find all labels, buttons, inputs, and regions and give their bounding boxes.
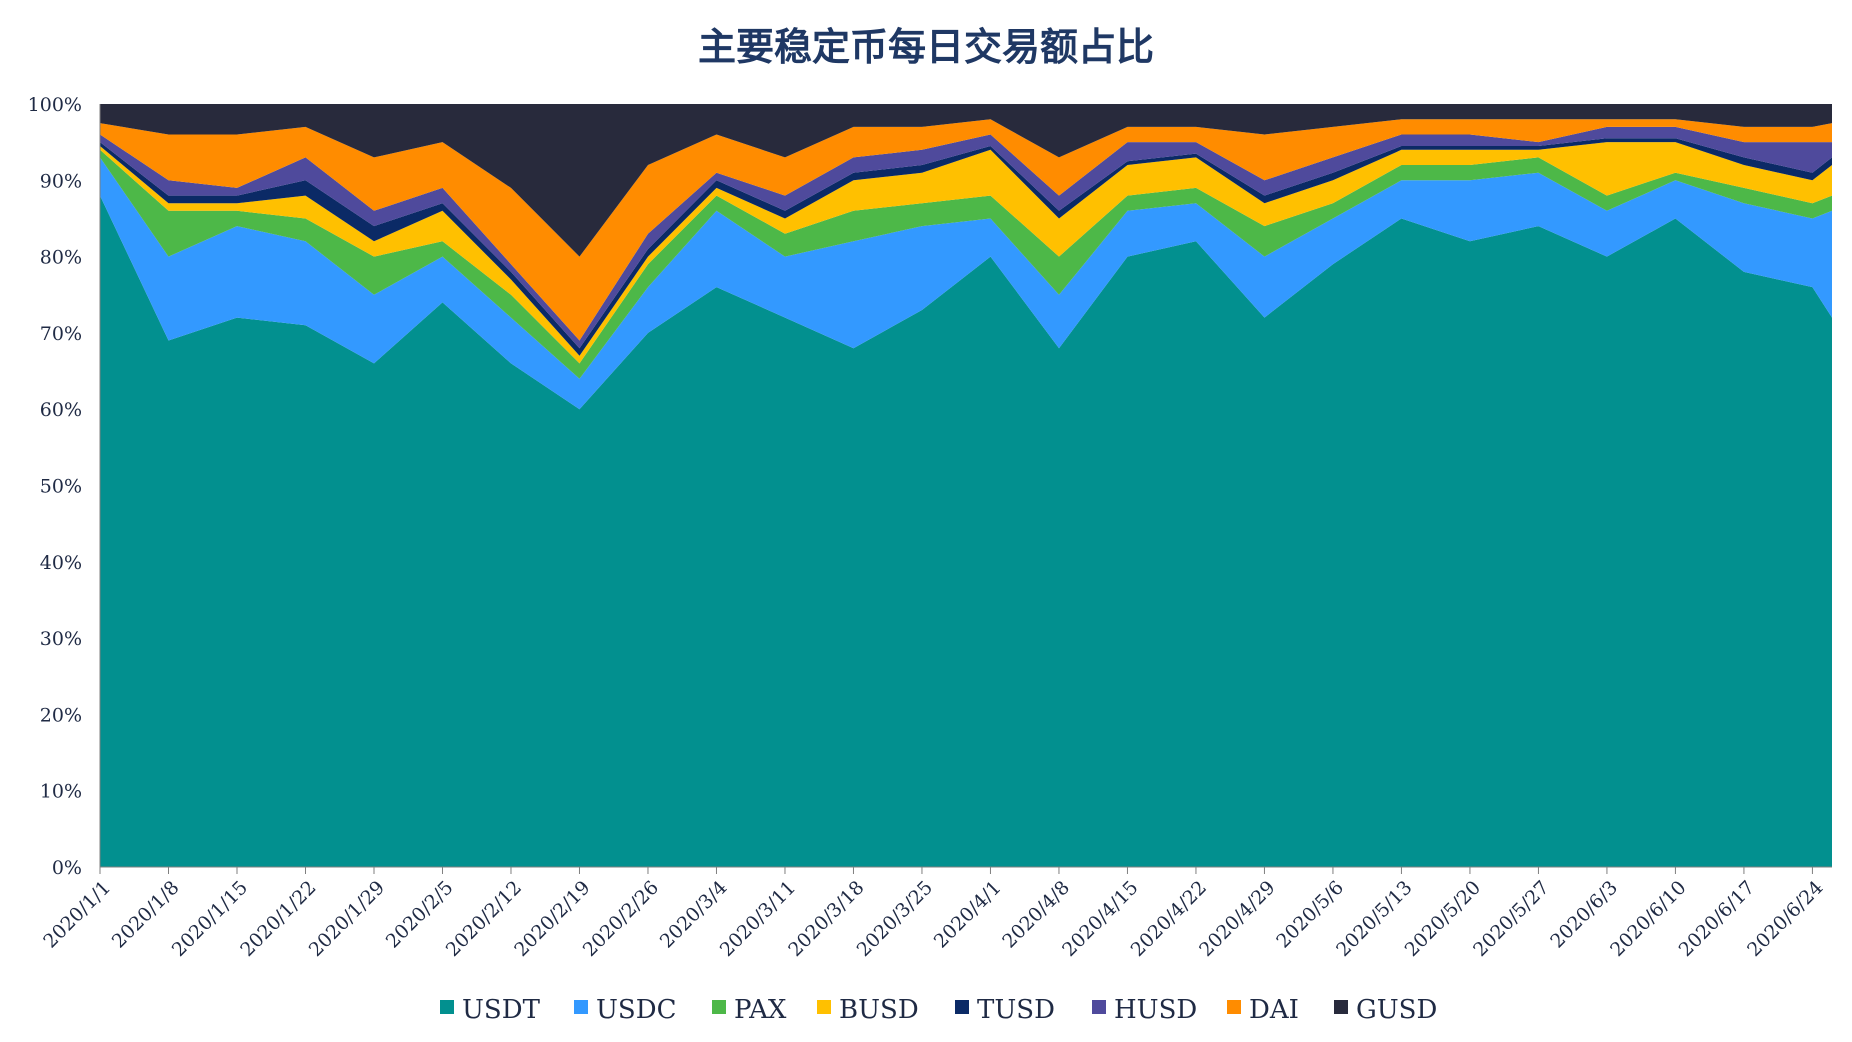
legend-item-pax: PAX: [712, 995, 787, 1025]
y-tick-label: 90%: [40, 170, 82, 192]
legend: USDT USDC PAX BUSD TUSD HUSD DAI GUSD: [440, 995, 1437, 1025]
area-pax: [100, 149, 1832, 379]
y-tick-label: 10%: [40, 781, 82, 803]
legend-swatch: [955, 1000, 969, 1014]
area-gusd: [100, 104, 1832, 257]
legend-item-tusd: TUSD: [955, 995, 1055, 1025]
area-tusd: [100, 138, 1832, 356]
y-tick-label: 80%: [40, 247, 82, 269]
y-tick-label: 20%: [40, 704, 82, 726]
legend-item-usdc: USDC: [574, 995, 676, 1025]
legend-label: GUSD: [1356, 995, 1437, 1025]
legend-swatch: [1092, 1000, 1106, 1014]
area-busd: [100, 142, 1832, 364]
legend-item-dai: DAI: [1227, 995, 1299, 1025]
y-tick-label: 0%: [52, 857, 82, 879]
legend-label: BUSD: [839, 995, 919, 1025]
y-tick-label: 30%: [40, 628, 82, 650]
legend-label: USDC: [596, 995, 676, 1025]
legend-label: HUSD: [1114, 995, 1197, 1025]
legend-item-husd: HUSD: [1092, 995, 1197, 1025]
x-tick-label: 2020/1/1: [39, 877, 115, 953]
x-tick-label: 2020/4/1: [930, 877, 1006, 953]
legend-swatch: [712, 1000, 726, 1014]
y-tick-label: 40%: [40, 552, 82, 574]
y-tick-label: 60%: [40, 399, 82, 421]
legend-label: PAX: [734, 995, 787, 1025]
area-dai: [100, 119, 1832, 341]
y-tick-label: 100%: [28, 94, 82, 116]
legend-swatch: [440, 1000, 454, 1014]
legend-swatch: [574, 1000, 588, 1014]
legend-item-gusd: GUSD: [1334, 995, 1437, 1025]
legend-swatch: [1227, 1000, 1241, 1014]
chart-title: 主要稳定币每日交易额占比: [698, 24, 1154, 69]
legend-label: USDT: [462, 995, 541, 1025]
legend-item-usdt: USDT: [440, 995, 541, 1025]
y-tick-label: 70%: [40, 323, 82, 345]
x-axis: 2020/1/12020/1/82020/1/152020/1/222020/1…: [39, 866, 1832, 961]
legend-item-busd: BUSD: [817, 995, 919, 1025]
y-tick-label: 50%: [40, 476, 82, 498]
legend-label: TUSD: [977, 995, 1055, 1025]
legend-label: DAI: [1249, 995, 1299, 1025]
area-husd: [100, 126, 1832, 349]
area-usdt: [100, 195, 1832, 868]
plot-areas: [100, 104, 1832, 868]
area-usdc: [100, 157, 1832, 410]
y-axis: 0% 10% 20% 30% 40% 50% 60% 70% 80% 90% 100%: [28, 94, 101, 879]
legend-swatch: [817, 1000, 831, 1014]
legend-swatch: [1334, 1000, 1348, 1014]
